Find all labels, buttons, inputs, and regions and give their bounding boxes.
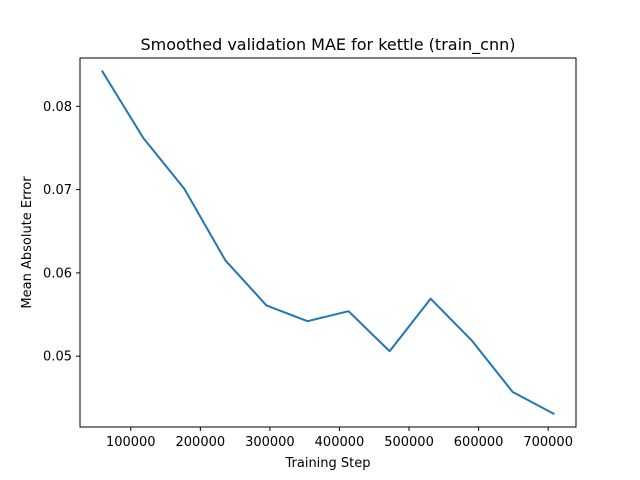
x-tick-label: 200000	[176, 435, 226, 450]
y-tick-label: 0.05	[43, 350, 72, 365]
series-line	[101, 70, 555, 415]
x-axis-label: Training Step	[284, 456, 370, 471]
x-tick-label: 400000	[315, 435, 365, 450]
x-tick-label: 300000	[245, 435, 295, 450]
plot-area	[80, 58, 576, 427]
x-tick-label: 100000	[106, 435, 156, 450]
plot-frame	[79, 57, 577, 428]
x-tick-label: 700000	[523, 435, 573, 450]
x-tick-label: 500000	[384, 435, 434, 450]
y-tick-label: 0.06	[43, 266, 72, 281]
y-tick-label: 0.07	[43, 183, 72, 198]
x-tick-label: 600000	[454, 435, 504, 450]
x-axis: 100000 200000 300000 400000 500000 600000 7000…	[106, 427, 573, 450]
y-axis-label: Mean Absolute Error	[20, 176, 35, 309]
y-tick-label: 0.08	[43, 100, 72, 115]
chart-title: Smoothed validation MAE for kettle (trai…	[141, 35, 516, 55]
y-axis: 0.05 0.06 0.07 0.08	[43, 100, 80, 365]
